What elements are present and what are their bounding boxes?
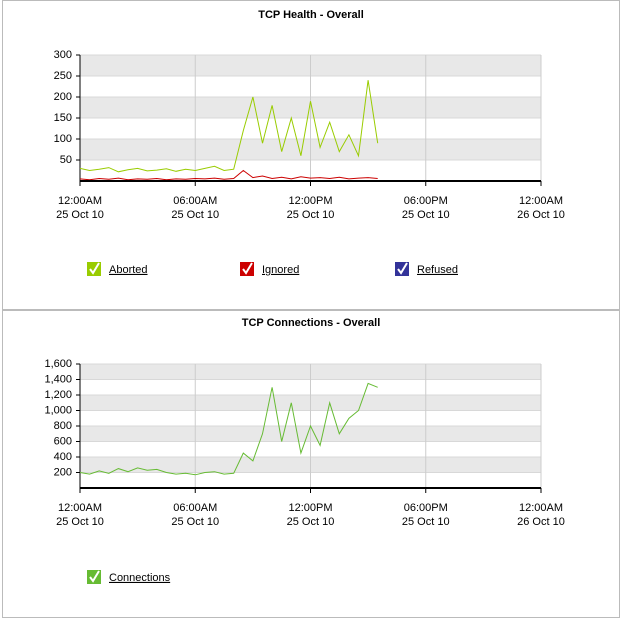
legend-item[interactable]: Aborted: [87, 262, 148, 276]
checkmark[interactable]: [397, 262, 408, 275]
legend-label[interactable]: Refused: [417, 264, 458, 276]
y-tick-label: 50: [60, 154, 72, 166]
x-tick-label: 12:00PM: [288, 502, 332, 514]
legend-item[interactable]: Ignored: [240, 262, 299, 276]
y-tick-label: 600: [54, 435, 72, 447]
x-tick-label: 06:00AM: [173, 502, 217, 514]
y-tick-label: 200: [54, 91, 72, 103]
x-tick-date: 25 Oct 10: [287, 209, 335, 221]
legend-label[interactable]: Ignored: [262, 264, 299, 276]
data-line: [79, 382, 378, 476]
x-tick-date: 25 Oct 10: [171, 209, 219, 221]
checkmark[interactable]: [89, 570, 100, 583]
checkmark[interactable]: [242, 262, 253, 275]
y-tick-label: 1,000: [44, 404, 72, 416]
x-tick-label: 12:00AM: [519, 195, 563, 207]
x-tick-date: 25 Oct 10: [287, 516, 335, 528]
x-tick-label: 12:00AM: [58, 195, 102, 207]
chart-title: TCP Connections - Overall: [242, 317, 381, 329]
y-tick-label: 200: [54, 466, 72, 478]
legend-label[interactable]: Aborted: [109, 264, 148, 276]
legend-label[interactable]: Connections: [109, 572, 171, 584]
y-tick-label: 400: [54, 451, 72, 463]
x-tick-date: 26 Oct 10: [517, 209, 565, 221]
x-tick-date: 25 Oct 10: [56, 516, 104, 528]
chart-title: TCP Health - Overall: [258, 9, 364, 21]
checkmark[interactable]: [89, 262, 100, 275]
y-tick-label: 1,600: [44, 358, 72, 370]
x-tick-label: 06:00PM: [404, 195, 448, 207]
x-tick-date: 25 Oct 10: [402, 516, 450, 528]
y-tick-label: 150: [54, 112, 72, 124]
x-tick-date: 25 Oct 10: [56, 209, 104, 221]
y-tick-label: 800: [54, 420, 72, 432]
x-tick-date: 25 Oct 10: [402, 209, 450, 221]
data-line: [79, 169, 378, 181]
x-tick-label: 12:00PM: [288, 195, 332, 207]
x-tick-label: 06:00AM: [173, 195, 217, 207]
legend-item[interactable]: Connections: [87, 570, 171, 584]
y-tick-label: 100: [54, 133, 72, 145]
y-tick-label: 1,200: [44, 389, 72, 401]
x-tick-label: 06:00PM: [404, 502, 448, 514]
legend-item[interactable]: Refused: [395, 262, 458, 276]
y-tick-label: 300: [54, 49, 72, 61]
data-line: [79, 80, 379, 173]
x-tick-date: 25 Oct 10: [171, 516, 219, 528]
x-tick-date: 26 Oct 10: [517, 516, 565, 528]
y-tick-label: 1,400: [44, 373, 72, 385]
x-tick-label: 12:00AM: [58, 502, 102, 514]
y-tick-label: 250: [54, 70, 72, 82]
x-tick-label: 12:00AM: [519, 502, 563, 514]
